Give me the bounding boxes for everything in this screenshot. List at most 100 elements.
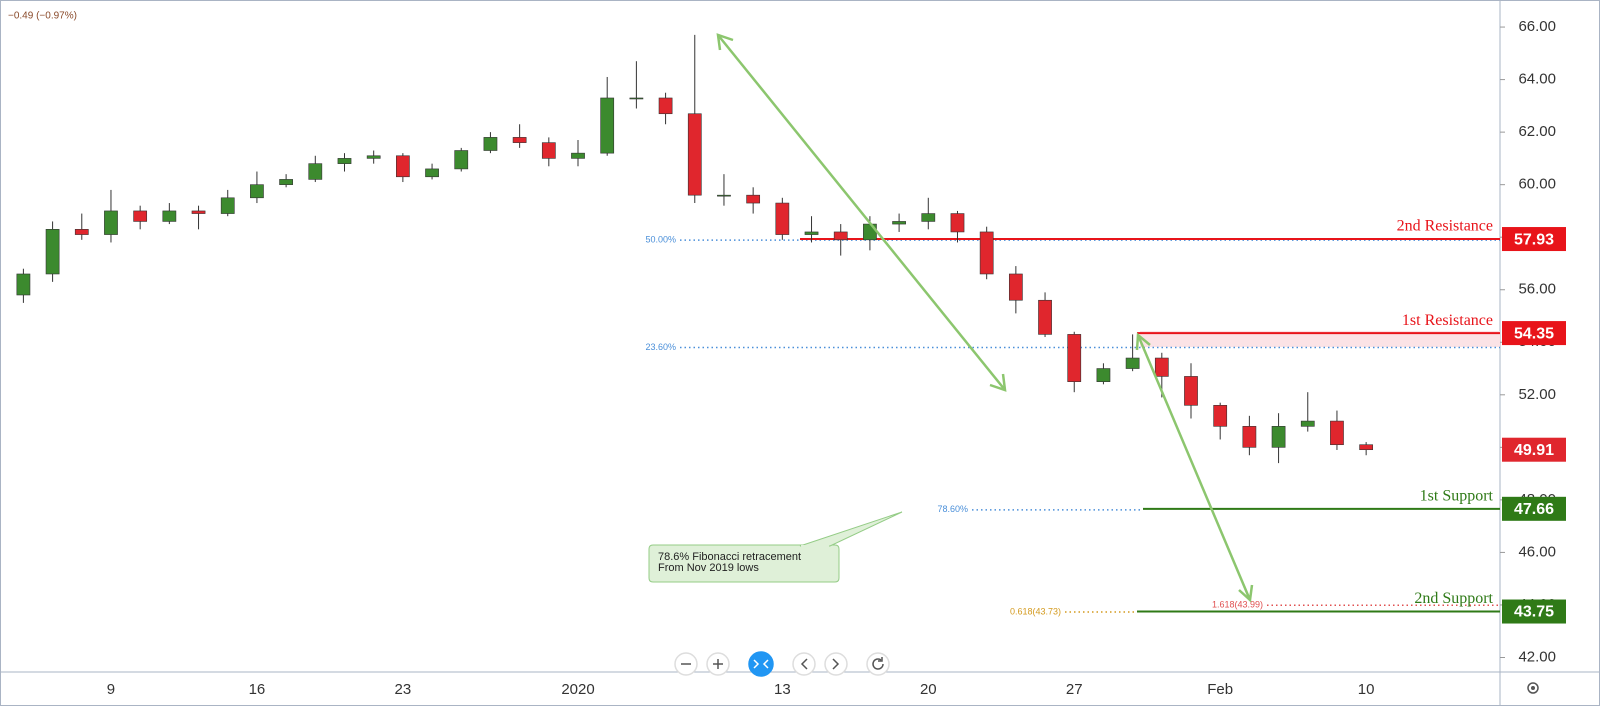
y-tick-label: 66.00: [1518, 18, 1556, 35]
x-tick-label: 10: [1358, 681, 1375, 698]
candle-body: [863, 223, 877, 241]
candle-body: [892, 221, 906, 225]
scroll-right-button[interactable]: [824, 652, 848, 676]
annotation-box: [648, 544, 840, 583]
candle-body: [746, 194, 761, 204]
zoom-out-button[interactable]: [674, 652, 698, 676]
candle-body: [1271, 426, 1286, 448]
candle-body: [833, 231, 848, 241]
candle-body: [775, 202, 790, 235]
fib-label: 78.60%: [937, 504, 968, 514]
level-label: 1st Support: [1420, 487, 1494, 504]
level-label: 2nd Resistance: [1397, 218, 1493, 235]
candle-body: [366, 155, 381, 159]
candles: [16, 34, 1374, 464]
settings-button[interactable]: [1527, 682, 1539, 694]
fib-label: 50.00%: [645, 234, 676, 244]
price-tag-label: 54.35: [1514, 325, 1554, 342]
fib-label: 1.618(43.99): [1212, 600, 1263, 610]
candle-body: [220, 197, 235, 214]
price-tag: [1502, 496, 1566, 521]
candle-body: [1184, 376, 1198, 406]
y-tick-label: 56.00: [1518, 281, 1556, 298]
candle-body: [133, 210, 148, 222]
y-tick-label: 46.00: [1518, 543, 1556, 560]
arrow-line: [717, 34, 1006, 391]
candle-body: [308, 163, 323, 180]
arrows: [716, 33, 1254, 603]
x-tick-label: 27: [1066, 681, 1083, 698]
candle-body: [45, 229, 60, 275]
price-tag: [1502, 599, 1566, 624]
reset-scale-button[interactable]: [748, 651, 774, 677]
candle-body: [921, 213, 936, 222]
candle-body: [1096, 368, 1111, 382]
candle-body: [104, 210, 118, 235]
candle-body: [16, 273, 31, 296]
resistance-zone: [1140, 331, 1500, 347]
reset-button[interactable]: [866, 652, 890, 676]
x-tick-label: 23: [395, 681, 412, 698]
level-label: 2nd Support: [1414, 590, 1493, 607]
candle-body: [950, 213, 965, 233]
x-tick-label: 9: [107, 681, 115, 698]
price-tag-label: 57.93: [1514, 231, 1554, 248]
candle-body: [250, 184, 264, 199]
candle-body: [658, 97, 673, 115]
price-tag-label: 47.66: [1514, 501, 1554, 518]
change-label: −0.49 (−0.97%): [8, 11, 77, 22]
candle-body: [687, 113, 702, 196]
scroll-left-button[interactable]: [792, 652, 816, 676]
candle-body: [1359, 444, 1374, 451]
annotation-text: From Nov 2019 lows: [658, 562, 759, 574]
last-price-tag: [1502, 437, 1566, 462]
y-tick-label: 60.00: [1518, 176, 1556, 193]
last-price-label: 49.91: [1514, 442, 1554, 459]
x-tick-label: 20: [920, 681, 937, 698]
fib-label: 23.60%: [645, 342, 676, 352]
candle-body: [454, 150, 469, 170]
y-tick-label: 62.00: [1518, 123, 1556, 140]
frame: [0, 0, 1600, 706]
candle-body: [483, 137, 498, 151]
arrow-head: [1135, 332, 1151, 351]
candle-body: [1008, 273, 1023, 301]
candle-body: [191, 210, 206, 214]
arrow-line: [1136, 334, 1252, 601]
candle-body: [279, 179, 293, 185]
candle-body: [1125, 357, 1140, 369]
candle-body: [979, 231, 994, 275]
toolbar: [674, 651, 1539, 694]
candle-body: [1038, 299, 1052, 335]
x-tick-label: Feb: [1207, 681, 1233, 698]
zoom-in-button[interactable]: [706, 652, 730, 676]
arrow-head: [716, 33, 734, 51]
price-tag: [1502, 227, 1566, 252]
candle-body: [1067, 334, 1082, 382]
candle-body: [1330, 420, 1344, 446]
x-tick-label: 2020: [561, 681, 594, 698]
candle-body: [396, 155, 410, 178]
candle-body: [600, 97, 615, 154]
candle-body: [541, 142, 556, 159]
y-tick-label: 52.00: [1518, 386, 1556, 403]
arrow-head: [1238, 584, 1254, 603]
candle-body: [804, 231, 819, 235]
level-label: 1st Resistance: [1402, 312, 1493, 329]
y-tick-label: 64.00: [1518, 71, 1556, 88]
candle-body: [1300, 420, 1315, 427]
candle-body: [629, 97, 644, 100]
candle-body: [571, 152, 585, 159]
candle-body: [1242, 426, 1257, 448]
annotation-text: 78.6% Fibonacci retracement: [658, 551, 801, 563]
price-tag: [1502, 321, 1566, 346]
candle-body: [717, 194, 731, 197]
x-tick-label: 16: [249, 681, 266, 698]
candle-body: [425, 168, 439, 178]
candle-body: [512, 137, 527, 143]
candle-body: [1213, 405, 1228, 427]
candle-body: [74, 229, 89, 235]
price-tag-label: 43.75: [1514, 604, 1554, 621]
y-tick-label: 42.00: [1518, 648, 1556, 665]
